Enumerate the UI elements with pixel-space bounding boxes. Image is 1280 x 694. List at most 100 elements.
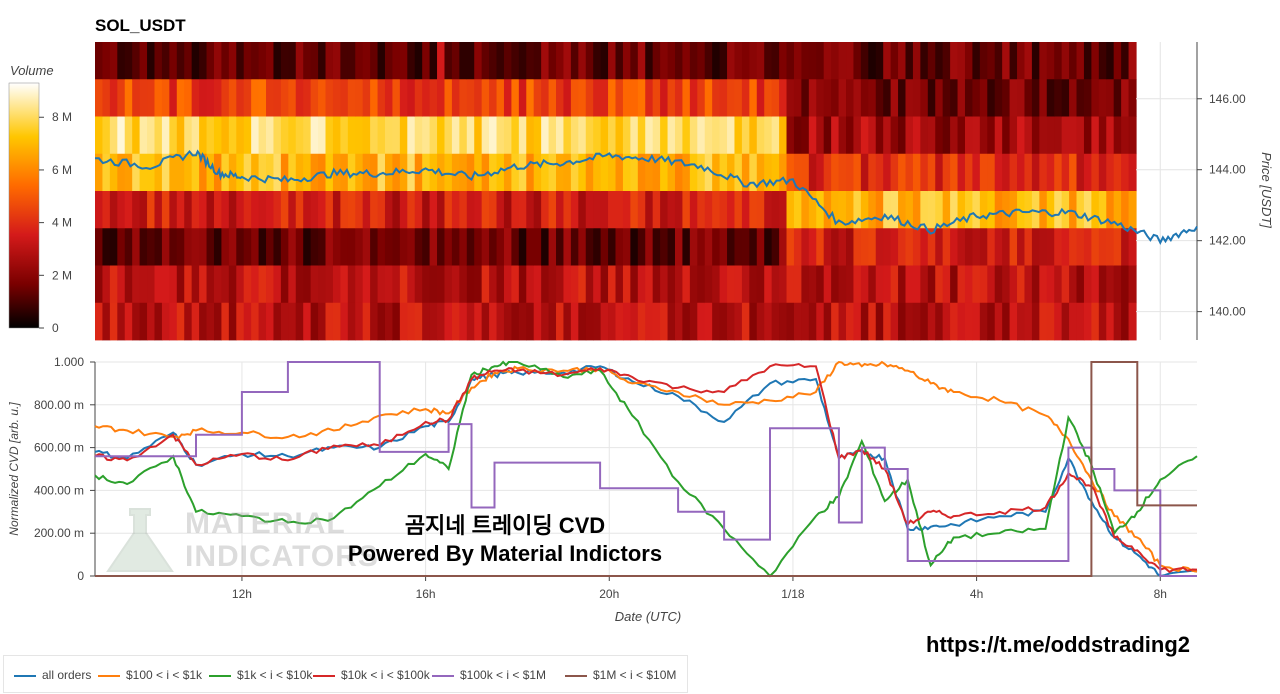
- legend-item[interactable]: $100 < i < $1k: [98, 668, 202, 682]
- heatmap-cell: [652, 228, 661, 266]
- heatmap-cell: [437, 79, 446, 117]
- heatmap-cell: [273, 79, 282, 117]
- heatmap-cell: [124, 153, 133, 192]
- heatmap-cell: [258, 153, 267, 192]
- heatmap-cell: [749, 191, 758, 229]
- heatmap-cell: [556, 79, 565, 117]
- heatmap-cell: [1106, 79, 1115, 117]
- heatmap-cell: [957, 191, 966, 229]
- heatmap-cell: [228, 42, 237, 80]
- heatmap-cell: [1113, 42, 1122, 80]
- heatmap-cell: [139, 265, 148, 304]
- heatmap-cell: [392, 153, 401, 192]
- heatmap-cell: [184, 302, 193, 341]
- heatmap-cell: [251, 153, 260, 192]
- heatmap-cell: [1039, 42, 1048, 80]
- heatmap-cell: [756, 302, 765, 341]
- heatmap-cell: [109, 79, 118, 117]
- heatmap-cell: [169, 153, 178, 192]
- heatmap-cell: [1128, 265, 1137, 304]
- heatmap-cell: [95, 79, 104, 117]
- heatmap-cell: [667, 153, 676, 192]
- heatmap-cell: [563, 153, 572, 192]
- heatmap-cell: [719, 302, 728, 341]
- heatmap-cell: [823, 116, 832, 155]
- heatmap-cell: [199, 265, 208, 304]
- heatmap-cell: [1002, 228, 1011, 266]
- heatmap-cell: [667, 228, 676, 266]
- heatmap-cell: [541, 265, 550, 304]
- heatmap-cell: [637, 116, 646, 155]
- legend-item[interactable]: $1M < i < $10M: [565, 668, 676, 682]
- heatmap-cell: [303, 302, 312, 341]
- heatmap-cell: [875, 153, 884, 192]
- heatmap-cell: [303, 153, 312, 192]
- price-axes: 140.00 142.00 144.00 146.00 Price [USDT]: [1136, 42, 1274, 340]
- heatmap-cell: [266, 116, 275, 155]
- heatmap-cell: [823, 153, 832, 192]
- heatmap-cell: [749, 228, 758, 266]
- heatmap-cell: [124, 79, 133, 117]
- heatmap-cell: [1091, 228, 1100, 266]
- heatmap-cell: [905, 191, 914, 229]
- legend-item[interactable]: $100k < i < $1M: [432, 668, 546, 682]
- heatmap-cell: [124, 116, 133, 155]
- telegram-link[interactable]: https://t.me/oddstrading2: [926, 632, 1190, 657]
- heatmap-cell: [1031, 153, 1040, 192]
- legend-item[interactable]: all orders: [14, 668, 91, 682]
- heatmap-cell: [414, 42, 423, 80]
- legend-item[interactable]: $10k < i < $100k: [313, 668, 430, 682]
- heatmap-cell: [1017, 265, 1026, 304]
- heatmap-cell: [221, 79, 230, 117]
- heatmap-cell: [816, 302, 825, 341]
- legend-item[interactable]: $1k < i < $10k: [209, 668, 312, 682]
- heatmap-cell: [585, 228, 594, 266]
- heatmap-cell: [511, 265, 520, 304]
- heatmap-cell: [719, 191, 728, 229]
- heatmap-cell: [161, 265, 170, 304]
- heatmap-cell: [176, 191, 185, 229]
- heatmap-cell: [608, 302, 617, 341]
- heatmap-cell: [912, 302, 921, 341]
- heatmap-cell: [957, 153, 966, 192]
- heatmap-cell: [860, 79, 869, 117]
- heatmap-cell: [251, 228, 260, 266]
- heatmap-cell: [347, 228, 356, 266]
- heatmap-cell: [630, 79, 639, 117]
- heatmap-cell: [860, 153, 869, 192]
- heatmap-cell: [199, 228, 208, 266]
- heatmap-cell: [451, 79, 460, 117]
- heatmap-cell: [377, 191, 386, 229]
- heatmap-cell: [1113, 79, 1122, 117]
- heatmap-cell: [392, 302, 401, 341]
- heatmap-cell: [808, 302, 817, 341]
- heatmap-cell: [734, 228, 743, 266]
- heatmap-cell: [102, 153, 111, 192]
- heatmap-cell: [399, 42, 408, 80]
- heatmap-cell: [221, 116, 230, 155]
- heatmap-cell: [109, 228, 118, 266]
- logo-text-2: INDICATORS: [185, 540, 379, 573]
- heatmap-cell: [660, 265, 669, 304]
- heatmap-cell: [838, 191, 847, 229]
- heatmap-cell: [1098, 116, 1107, 155]
- heatmap-cell: [771, 302, 780, 341]
- x-tick-label: 8h: [1154, 587, 1167, 601]
- heatmap-cell: [1121, 228, 1130, 266]
- heatmap-cell: [206, 116, 215, 155]
- heatmap-cell: [905, 265, 914, 304]
- heatmap-cell: [972, 79, 981, 117]
- heatmap-cell: [1039, 302, 1048, 341]
- heatmap-cell: [199, 302, 208, 341]
- heatmap-cell: [719, 265, 728, 304]
- heatmap-cell: [362, 116, 371, 155]
- heatmap-cell: [682, 153, 691, 192]
- heatmap-cell: [481, 302, 490, 341]
- heatmap-cell: [1054, 42, 1063, 80]
- heatmap-cell: [243, 191, 252, 229]
- heatmap-cell: [362, 42, 371, 80]
- heatmap-cell: [1002, 265, 1011, 304]
- cvd-series-line: [94, 360, 1198, 573]
- heatmap-cells: [95, 42, 1137, 341]
